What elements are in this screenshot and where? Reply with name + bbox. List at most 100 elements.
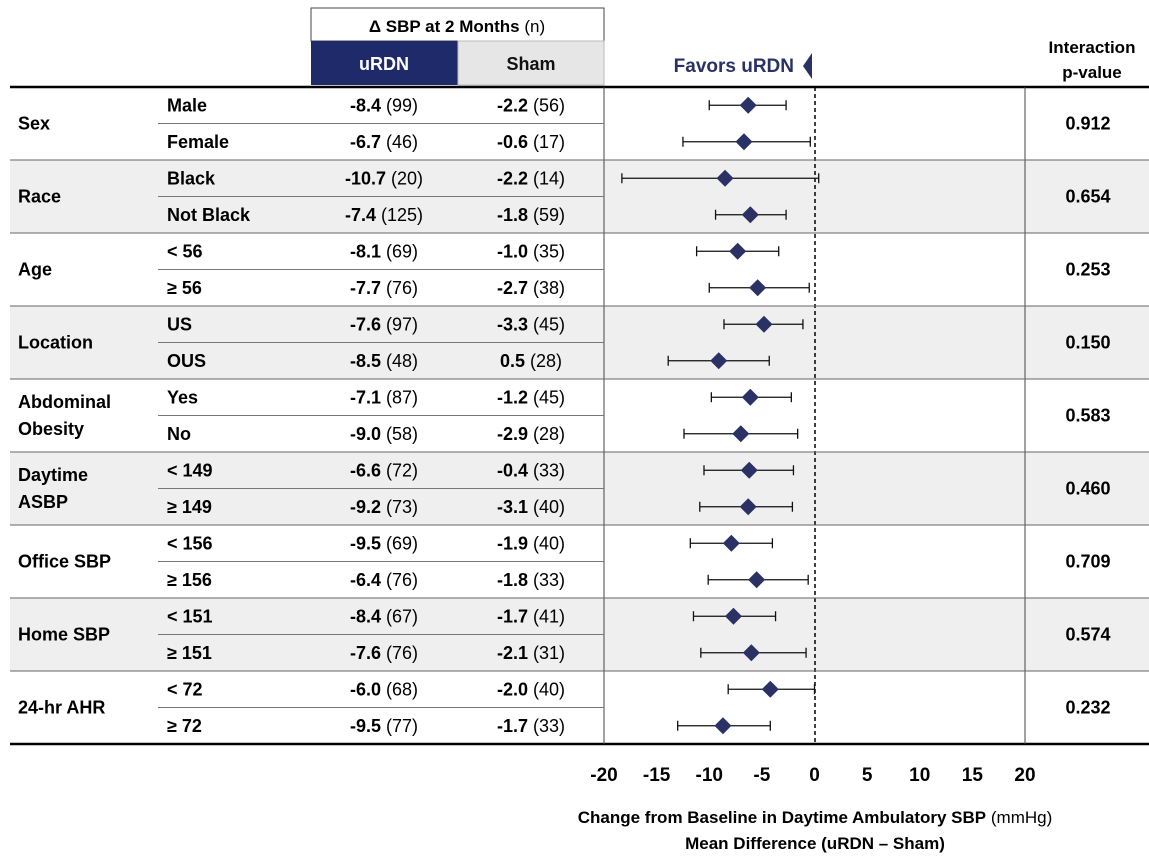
sham-value: -1.0 (35) [497,241,565,261]
group-name: Daytime [18,465,88,485]
urdn-value: -7.7 (76) [350,278,418,298]
interaction-p-value: 0.253 [1065,260,1110,280]
sham-value: -2.7 (38) [497,278,565,298]
sham-value: -1.9 (40) [497,533,565,553]
sham-value: -1.7 (33) [497,716,565,736]
urdn-value: -9.5 (77) [350,716,418,736]
urdn-value: -6.6 (72) [350,460,418,480]
estimate-diamond [724,607,742,625]
subgroup-label: ≥ 156 [167,570,212,590]
group-name: ASBP [18,492,68,512]
subgroup-label: < 56 [167,241,203,261]
urdn-value: -6.0 (68) [350,679,418,699]
urdn-value: -7.6 (76) [350,643,418,663]
estimate-diamond [735,133,753,151]
subgroup-label: Male [167,95,207,115]
sham-value: -2.9 (28) [497,424,565,444]
subgroup-label: < 156 [167,533,213,553]
sham-value: -2.2 (56) [497,95,565,115]
subgroup-label: Not Black [167,205,251,225]
estimate-diamond [710,352,728,370]
urdn-value: -8.5 (48) [350,351,418,371]
estimate-diamond [729,242,747,260]
sham-value: -2.2 (14) [497,168,565,188]
x-tick-label: 20 [1014,765,1035,786]
group-name: Age [18,260,52,280]
interaction-p-value: 0.232 [1065,698,1110,718]
urdn-value: -6.7 (46) [350,132,418,152]
interaction-p-value: 0.583 [1065,406,1110,426]
urdn-header-label: uRDN [359,54,409,74]
urdn-value: -7.4 (125) [345,205,423,225]
subgroup-label: US [167,314,192,334]
sham-value: 0.5 (28) [500,351,562,371]
sham-header-label: Sham [506,54,555,74]
x-tick-label: 15 [962,765,984,786]
row-rules [10,123,1149,708]
pvalue-header-line1: Interaction [1049,38,1136,57]
estimate-diamond [722,534,740,552]
group-name: Abdominal [18,392,111,412]
x-axis-label-line2: Mean Difference (uRDN – Sham) [685,834,945,853]
table-cells: Sex 0.912 Male -8.4 (99) -2.2 (56) Female -6.7… [18,95,1111,736]
group-name: Location [18,333,93,353]
interaction-p-value: 0.709 [1065,552,1110,572]
x-tick-label: -5 [753,765,770,786]
estimate-diamond [714,717,732,735]
estimate-diamond [732,425,750,443]
urdn-value: -8.4 (67) [350,606,418,626]
estimate-diamond [740,461,758,479]
sham-value: -3.1 (40) [497,497,565,517]
interaction-p-value: 0.912 [1065,114,1110,134]
group-title-box [310,7,605,42]
subgroup-label: ≥ 72 [167,716,202,736]
estimate-diamond [739,498,757,516]
urdn-value: -8.4 (99) [350,95,418,115]
interaction-p-value: 0.460 [1065,479,1110,499]
sham-value: -2.1 (31) [497,643,565,663]
sham-value: -3.3 (45) [497,314,565,334]
estimate-diamond [741,206,759,224]
sham-value: -0.4 (33) [497,460,565,480]
group-name: Sex [18,114,50,134]
urdn-value: -6.4 (76) [350,570,418,590]
group-name: 24-hr AHR [18,698,105,718]
group-name: Home SBP [18,625,110,645]
estimate-diamond [749,279,767,297]
group-name: Obesity [18,419,84,439]
subgroup-label: Female [167,132,229,152]
urdn-value: -7.1 (87) [350,387,418,407]
estimate-diamond [755,315,773,333]
x-tick-label: 10 [909,765,930,786]
sham-value: -1.8 (59) [497,205,565,225]
urdn-header-box [311,41,458,85]
urdn-value: -9.5 (69) [350,533,418,553]
subgroup-label: ≥ 56 [167,278,202,298]
interaction-p-value: 0.574 [1065,625,1110,645]
sham-value: -1.8 (33) [497,570,565,590]
favors-urdn-label: Favors uRDN [674,56,794,77]
forest-marks [621,96,820,735]
group-name: Race [18,187,61,207]
urdn-value: -7.6 (97) [350,314,418,334]
x-tick-label: -10 [696,765,723,786]
sham-header-box [457,40,605,86]
estimate-diamond [716,169,734,187]
subgroup-label: Yes [167,387,198,407]
subgroup-label: < 149 [167,460,213,480]
estimate-diamond [748,571,766,589]
urdn-value: -9.2 (73) [350,497,418,517]
x-tick-label: -20 [590,765,617,786]
urdn-value: -8.1 (69) [350,241,418,261]
estimate-diamond [741,388,759,406]
subgroup-label: ≥ 151 [167,643,212,663]
sham-value: -1.2 (45) [497,387,565,407]
sham-value: -2.0 (40) [497,679,565,699]
urdn-value: -10.7 (20) [345,168,423,188]
subgroup-label: OUS [167,351,206,371]
urdn-value: -9.0 (58) [350,424,418,444]
x-axis-label-line1: Change from Baseline in Daytime Ambulato… [578,808,1053,827]
subgroup-label: ≥ 149 [167,497,212,517]
x-tick-label: 0 [809,765,820,786]
